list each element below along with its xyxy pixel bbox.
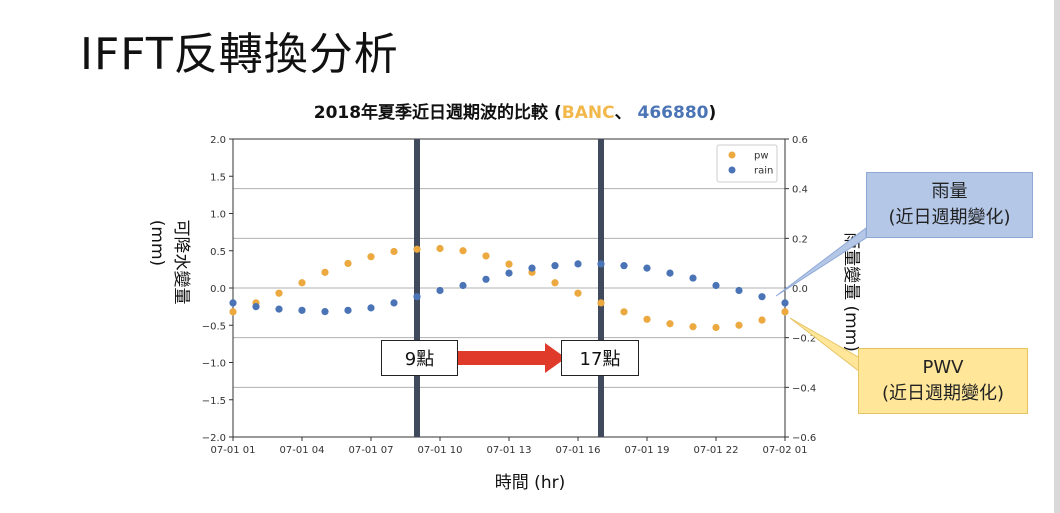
data-point-pw: [413, 246, 420, 253]
rain-callout: 雨量 (近日週期變化): [866, 172, 1033, 238]
data-point-rain: [482, 276, 489, 283]
data-point-pw: [666, 320, 673, 327]
y-right-tick-label: 0.2: [792, 234, 808, 245]
data-point-pw: [689, 323, 696, 330]
data-point-pw: [620, 308, 627, 315]
data-point-rain: [298, 307, 305, 314]
x-tick-label: 07-01 07: [349, 445, 394, 456]
y-right-tick-label: −0.6: [792, 433, 816, 444]
data-point-pw: [597, 299, 604, 306]
data-point-rain: [528, 265, 535, 272]
x-tick-label: 07-01 16: [556, 445, 601, 456]
pwv-callout-subtitle: (近日週期變化): [859, 381, 1027, 407]
chart-title-part: 466880: [638, 103, 709, 123]
x-tick-label: 07-01 10: [418, 445, 463, 456]
x-axis-label: 時間 (hr): [495, 473, 565, 493]
x-tick-label: 07-01 04: [280, 445, 325, 456]
data-point-pw: [551, 279, 558, 286]
data-point-rain: [620, 262, 627, 269]
data-point-rain: [436, 287, 443, 294]
y-left-tick-label: −1.0: [202, 359, 226, 370]
data-point-rain: [229, 299, 236, 306]
data-point-pw: [367, 253, 374, 260]
data-point-pw: [735, 322, 742, 329]
y-left-tick-label: −1.5: [202, 396, 226, 407]
data-point-rain: [551, 262, 558, 269]
y-right-tick-label: 0.6: [792, 135, 808, 146]
data-point-pw: [781, 308, 788, 315]
rain-callout-title: 雨量: [867, 179, 1032, 205]
data-point-pw: [643, 316, 650, 323]
y-left-tick-label: −0.5: [202, 321, 226, 332]
data-point-pw: [298, 279, 305, 286]
y-left-tick-label: 1.0: [210, 210, 226, 221]
legend-label-pw: pw: [754, 151, 769, 162]
data-point-pw: [574, 290, 581, 297]
time-start-box: 9點: [381, 340, 458, 376]
data-point-pw: [321, 269, 328, 276]
data-point-pw: [505, 261, 512, 268]
data-point-pw: [758, 316, 765, 323]
data-point-rain: [597, 260, 604, 267]
chart-title-part: 2018年夏季近日週期波的比較 (: [314, 102, 562, 123]
data-point-pw: [390, 248, 397, 255]
y-right-tick-label: 0.4: [792, 185, 808, 196]
data-point-rain: [459, 282, 466, 289]
time-start-label: 9點: [405, 345, 434, 371]
data-point-rain: [505, 270, 512, 277]
y-left-axis-label: 可降水變量: [171, 220, 191, 305]
data-point-rain: [390, 299, 397, 306]
data-point-rain: [758, 293, 765, 300]
time-range-arrow: [458, 343, 566, 373]
data-point-rain: [321, 308, 328, 315]
y-right-tick-label: 0.0: [792, 284, 808, 295]
data-point-rain: [367, 304, 374, 311]
x-tick-label: 07-01 01: [211, 445, 256, 456]
pwv-callout-title: PWV: [859, 355, 1027, 381]
y-left-tick-label: 0.0: [210, 284, 226, 295]
data-point-rain: [574, 260, 581, 267]
data-point-pw: [712, 324, 719, 331]
data-point-pw: [344, 260, 351, 267]
legend: pw rain: [717, 145, 777, 182]
data-point-rain: [643, 265, 650, 272]
legend-marker-rain: [729, 167, 736, 174]
chart-title-part: 、: [615, 103, 638, 123]
data-point-rain: [666, 270, 673, 277]
time-end-box: 17點: [561, 340, 639, 376]
data-point-rain: [252, 303, 259, 310]
chart-title-part: ): [708, 103, 716, 123]
data-point-rain: [344, 307, 351, 314]
data-point-pw: [229, 308, 236, 315]
data-point-rain: [735, 287, 742, 294]
legend-marker-pw: [729, 152, 736, 159]
data-point-rain: [413, 293, 420, 300]
data-point-rain: [712, 282, 719, 289]
chart-title-part: BANC: [562, 103, 615, 123]
time-end-label: 17點: [580, 345, 621, 371]
y-left-axis-unit: (mm): [147, 220, 167, 266]
x-tick-label: 07-01 13: [487, 445, 532, 456]
x-tick-label: 07-01 22: [694, 445, 739, 456]
rain-callout-subtitle: (近日週期變化): [867, 205, 1032, 231]
x-tick-label: 07-02 01: [763, 445, 808, 456]
data-point-rain: [689, 274, 696, 281]
data-point-pw: [482, 252, 489, 259]
data-point-rain: [275, 306, 282, 313]
x-tick-label: 07-01 19: [625, 445, 670, 456]
y-right-tick-label: −0.4: [792, 383, 816, 394]
pwv-callout: PWV (近日週期變化): [858, 348, 1028, 414]
y-left-tick-label: 2.0: [210, 135, 226, 146]
data-point-pw: [459, 247, 466, 254]
legend-label-rain: rain: [754, 166, 773, 177]
data-point-rain: [781, 299, 788, 306]
y-left-tick-label: −2.0: [202, 433, 226, 444]
y-left-tick-label: 1.5: [210, 172, 226, 183]
data-point-pw: [275, 290, 282, 297]
data-point-pw: [436, 245, 443, 252]
y-left-tick-label: 0.5: [210, 247, 226, 258]
chart-title: 2018年夏季近日週期波的比較 (BANC、 466880): [314, 102, 717, 123]
